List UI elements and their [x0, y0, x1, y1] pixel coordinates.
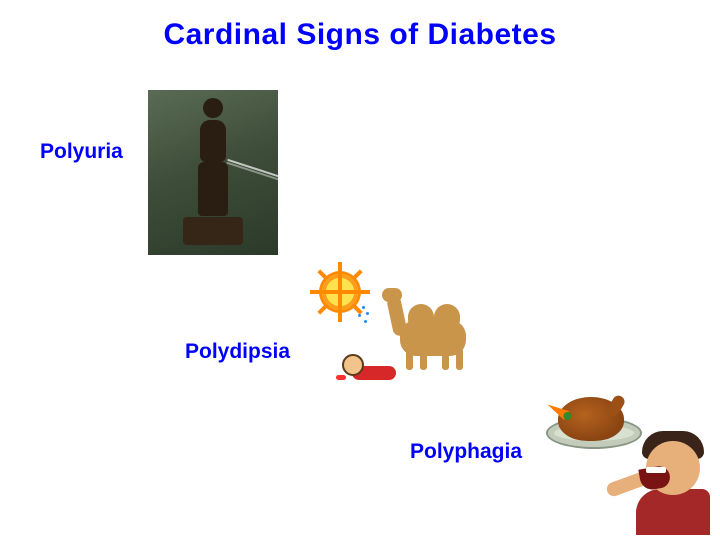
sign-label-polyphagia: Polyphagia	[410, 440, 522, 464]
sign-label-polydipsia: Polydipsia	[185, 340, 290, 364]
illustration-polyphagia	[540, 395, 710, 535]
page-title: Cardinal Signs of Diabetes	[0, 18, 720, 52]
illustration-polyuria	[148, 90, 278, 255]
sign-label-polyuria: Polyuria	[40, 140, 123, 164]
illustration-polydipsia	[308, 270, 488, 390]
